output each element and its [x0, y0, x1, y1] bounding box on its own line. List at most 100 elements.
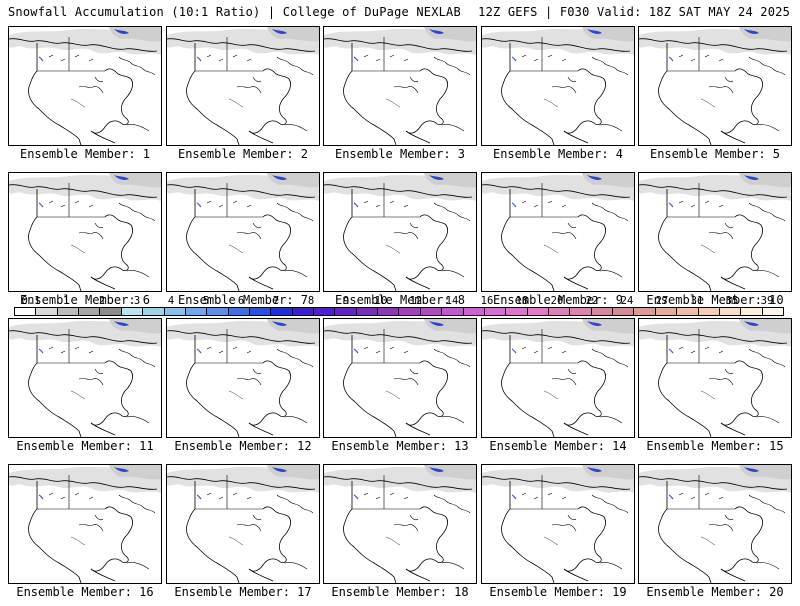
ensemble-member-label: Ensemble Member: 12 — [174, 439, 312, 453]
colorbar-cell — [741, 308, 763, 315]
ensemble-member-label: Ensemble Member: 13 — [331, 439, 469, 453]
colorbar-cell — [484, 308, 507, 315]
colorbar-cell — [506, 308, 528, 315]
colorbar-cell — [100, 308, 122, 315]
colorbar-cell — [634, 308, 656, 315]
colorbar-cell — [292, 308, 315, 315]
ensemble-member-label: Ensemble Member: 2 — [177, 147, 309, 161]
colorbar-cell — [121, 308, 144, 315]
colorbar-cell — [655, 308, 678, 315]
colorbar-tick-label: 7 — [272, 295, 280, 307]
colorbar-tick-label: 9 — [342, 295, 350, 307]
colorbar-tick-label: 35 — [725, 295, 739, 307]
colorbar-cell — [698, 308, 720, 315]
north-america-snowfall-map — [481, 26, 635, 146]
colorbar-cell — [548, 308, 571, 315]
colorbar-tick-label: 27 — [655, 295, 669, 307]
colorbar-cell — [570, 308, 592, 315]
ensemble-panel-1: Ensemble Member: 1 — [8, 26, 162, 168]
colorbar-cell — [249, 308, 272, 315]
ensemble-member-label: Ensemble Member: 8 — [334, 293, 466, 307]
colorbar-tick-label: 6 — [237, 295, 245, 307]
north-america-snowfall-map — [638, 172, 792, 292]
ensemble-member-label: Ensemble Member: 15 — [646, 439, 784, 453]
colorbar-tick-label: 0.1 — [21, 295, 41, 307]
north-america-snowfall-map — [323, 26, 477, 146]
colorbar-tick-label: 12 — [409, 295, 423, 307]
colorbar-tick-labels: 0.1 1 2 3 4 5 6 7 8 9 10 12 14 16 18 20 22 24 27 31 35 39 — [14, 295, 784, 307]
ensemble-member-label: Ensemble Member: 19 — [489, 585, 627, 599]
colorbar-cell — [143, 308, 165, 315]
colorbar-cell — [442, 308, 464, 315]
colorbar-cell — [463, 308, 485, 315]
colorbar-cell — [228, 308, 250, 315]
colorbar-tick-label: 1 — [62, 295, 70, 307]
ensemble-panel-7: Ensemble Member: 7 — [166, 172, 320, 314]
colorbar-cell — [356, 308, 379, 315]
colorbar-cell — [36, 308, 58, 315]
colorbar-cell — [378, 308, 400, 315]
ensemble-panel-20: Ensemble Member: 20 — [638, 464, 792, 606]
ensemble-panel-6: Ensemble Member: 6 — [8, 172, 162, 314]
ensemble-panel-12: Ensemble Member: 12 — [166, 318, 320, 460]
colorbar-cell — [185, 308, 208, 315]
ensemble-member-label: Ensemble Member: 18 — [331, 585, 469, 599]
colorbar-tick-label: 20 — [550, 295, 564, 307]
colorbar-cell — [613, 308, 635, 315]
ensemble-panel-3: Ensemble Member: 3 — [323, 26, 477, 168]
colorbar-tick-label: 5 — [202, 295, 210, 307]
colorbar-tick-label: 2 — [98, 295, 106, 307]
north-america-snowfall-map — [166, 318, 320, 438]
colorbar-scale — [14, 307, 784, 316]
colorbar-cell — [677, 308, 699, 315]
ensemble-panel-13: Ensemble Member: 13 — [323, 318, 477, 460]
colorbar-tick-label: 24 — [620, 295, 634, 307]
valid-time: 12Z GEFS | F030 Valid: 18Z SAT MAY 24 20… — [478, 5, 790, 19]
north-america-snowfall-map — [638, 318, 792, 438]
ensemble-member-label: Ensemble Member: 4 — [492, 147, 624, 161]
ensemble-panel-4: Ensemble Member: 4 — [481, 26, 635, 168]
north-america-snowfall-map — [638, 464, 792, 584]
colorbar-tick-label: 31 — [690, 295, 704, 307]
ensemble-panel-9: Ensemble Member: 9 — [481, 172, 635, 314]
north-america-snowfall-map — [8, 464, 162, 584]
ensemble-member-label: Ensemble Member: 6 — [19, 293, 151, 307]
colorbar-tick-label: 14 — [445, 295, 459, 307]
ensemble-panel-10: Ensemble Member: 10 — [638, 172, 792, 314]
colorbar-cell — [271, 308, 293, 315]
ensemble-member-label: Ensemble Member: 17 — [174, 585, 312, 599]
colorbar-tick-label: 39 — [760, 295, 774, 307]
colorbar-cell — [57, 308, 80, 315]
ensemble-panel-11: Ensemble Member: 11 — [8, 318, 162, 460]
north-america-snowfall-map — [166, 464, 320, 584]
ensemble-panel-18: Ensemble Member: 18 — [323, 464, 477, 606]
colorbar-cell — [79, 308, 101, 315]
ensemble-member-label: Ensemble Member: 3 — [334, 147, 466, 161]
colorbar-tick-label: 3 — [133, 295, 141, 307]
ensemble-member-label: Ensemble Member: 14 — [489, 439, 627, 453]
ensemble-member-label: Ensemble Member: 16 — [16, 585, 154, 599]
north-america-snowfall-map — [166, 26, 320, 146]
colorbar-cell — [527, 308, 549, 315]
snowfall-colorbar: 0.1 1 2 3 4 5 6 7 8 9 10 12 14 16 18 20 22 24 27 31 35 39 — [14, 295, 784, 318]
ensemble-panel-19: Ensemble Member: 19 — [481, 464, 635, 606]
north-america-snowfall-map — [323, 318, 477, 438]
colorbar-cell — [164, 308, 186, 315]
colorbar-cell — [420, 308, 443, 315]
colorbar-tick-label: 4 — [167, 295, 175, 307]
colorbar-cell — [207, 308, 229, 315]
ensemble-panel-8: Ensemble Member: 8 — [323, 172, 477, 314]
north-america-snowfall-map — [481, 464, 635, 584]
ensemble-panel-15: Ensemble Member: 15 — [638, 318, 792, 460]
colorbar-cell — [762, 308, 783, 315]
colorbar-tick-label: 18 — [515, 295, 529, 307]
colorbar-tick-label: 16 — [480, 295, 494, 307]
north-america-snowfall-map — [323, 172, 477, 292]
ensemble-panel-14: Ensemble Member: 14 — [481, 318, 635, 460]
north-america-snowfall-map — [8, 318, 162, 438]
ensemble-panel-2: Ensemble Member: 2 — [166, 26, 320, 168]
colorbar-cell — [591, 308, 614, 315]
ensemble-panel-16: Ensemble Member: 16 — [8, 464, 162, 606]
north-america-snowfall-map — [323, 464, 477, 584]
north-america-snowfall-map — [481, 172, 635, 292]
